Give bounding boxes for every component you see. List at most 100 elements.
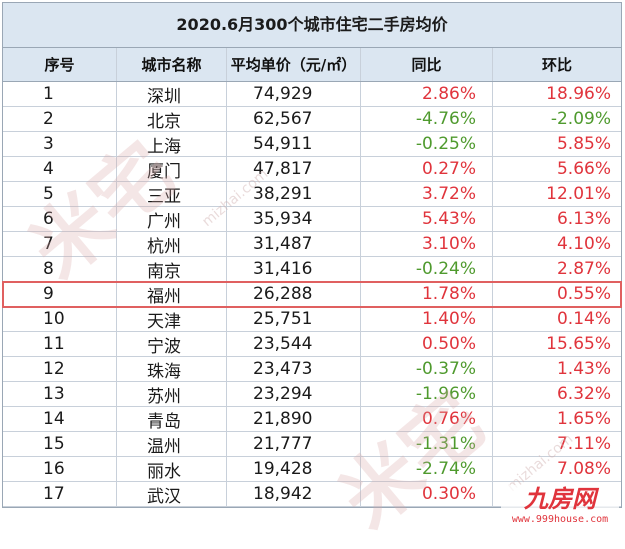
header-yoy: 同比 (361, 48, 493, 81)
row-yoy: 1.78% (361, 282, 493, 306)
table-row: 12 珠海 23,473 -0.37% 1.43% (3, 357, 621, 382)
table-row: 14 青岛 21,890 0.76% 1.65% (3, 407, 621, 432)
row-mom: 5.66% (556, 159, 611, 179)
row-city: 苏州 (117, 382, 227, 406)
row-price: 23,473 (227, 357, 361, 381)
row-mom: 0.55% (556, 284, 611, 304)
row-index: 16 (3, 457, 117, 481)
row-price: 23,294 (227, 382, 361, 406)
table-header-row: 序号 城市名称 平均单价（元/㎡） 同比 环比 (3, 48, 621, 82)
row-price: 31,416 (227, 257, 361, 281)
header-city: 城市名称 (117, 48, 227, 81)
row-city: 南京 (117, 257, 227, 281)
row-city: 宁波 (117, 332, 227, 356)
row-yoy: -0.37% (361, 357, 493, 381)
row-mom: 4.10% (556, 234, 611, 254)
row-city: 天津 (117, 307, 227, 331)
logo-text: 九房网 (524, 485, 596, 513)
row-yoy: -2.74% (361, 457, 493, 481)
header-price: 平均单价（元/㎡） (227, 48, 361, 81)
table-row: 17 武汉 18,942 0.30% (3, 482, 621, 507)
table-row: 2 北京 62,567 -4.76% -2.09% (3, 107, 621, 132)
price-table: 2020.6月300个城市住宅二手房均价 序号 城市名称 平均单价（元/㎡） 同… (2, 2, 622, 508)
row-price: 21,777 (227, 432, 361, 456)
row-city: 温州 (117, 432, 227, 456)
row-city: 北京 (117, 107, 227, 131)
row-city: 杭州 (117, 232, 227, 256)
row-price: 54,911 (227, 132, 361, 156)
row-index: 17 (3, 482, 117, 506)
row-mom: 5.85% (556, 134, 611, 154)
table-row: 10 天津 25,751 1.40% 0.14% (3, 307, 621, 332)
row-index: 12 (3, 357, 117, 381)
row-mom: 15.65% (546, 334, 611, 354)
row-index: 13 (3, 382, 117, 406)
row-price: 47,817 (227, 157, 361, 181)
row-city: 深圳 (117, 82, 227, 106)
row-price: 38,291 (227, 182, 361, 206)
table-row: 1 深圳 74,929 2.86% 18.96% (3, 82, 621, 107)
row-index: 8 (3, 257, 117, 281)
row-mom: 0.14% (556, 309, 611, 329)
table-body: 1 深圳 74,929 2.86% 18.96% 2 北京 62,567 -4.76% -2.09… (2, 82, 622, 507)
row-price: 26,288 (227, 282, 361, 306)
row-mom: 12.01% (546, 184, 611, 204)
row-index: 4 (3, 157, 117, 181)
row-city: 上海 (117, 132, 227, 156)
row-yoy: 5.43% (361, 207, 493, 231)
table-row: 6 广州 35,934 5.43% 6.13% (3, 207, 621, 232)
row-mom: 7.11% (556, 434, 611, 454)
row-city: 青岛 (117, 407, 227, 431)
row-yoy: 1.40% (361, 307, 493, 331)
table-row: 5 三亚 38,291 3.72% 12.01% (3, 182, 621, 207)
row-index: 6 (3, 207, 117, 231)
row-price: 31,487 (227, 232, 361, 256)
row-mom: 18.96% (546, 84, 611, 104)
row-city: 武汉 (117, 482, 227, 506)
row-index: 5 (3, 182, 117, 206)
row-mom: 6.13% (556, 209, 611, 229)
row-city: 福州 (117, 282, 227, 306)
row-price: 25,751 (227, 307, 361, 331)
row-price: 62,567 (227, 107, 361, 131)
table-row: 4 厦门 47,817 0.27% 5.66% (3, 157, 621, 182)
row-price: 21,890 (227, 407, 361, 431)
row-price: 74,929 (227, 82, 361, 106)
row-index: 11 (3, 332, 117, 356)
row-mom: 2.87% (556, 259, 611, 279)
row-yoy: -1.31% (361, 432, 493, 456)
row-index: 10 (3, 307, 117, 331)
row-yoy: 0.30% (361, 482, 493, 506)
row-mom: 7.08% (556, 459, 611, 479)
header-mom: 环比 (541, 56, 572, 74)
row-index: 1 (3, 82, 117, 106)
row-yoy: -1.96% (361, 382, 493, 406)
row-city: 厦门 (117, 157, 227, 181)
row-index: 2 (3, 107, 117, 131)
row-price: 19,428 (227, 457, 361, 481)
row-city: 珠海 (117, 357, 227, 381)
row-price: 18,942 (227, 482, 361, 506)
table-row: 13 苏州 23,294 -1.96% 6.32% (3, 382, 621, 407)
row-mom: 6.32% (556, 384, 611, 404)
table-title: 2020.6月300个城市住宅二手房均价 (3, 3, 621, 48)
row-index: 9 (3, 282, 117, 306)
site-logo: 九房网 www.999house.com (501, 485, 619, 531)
row-yoy: -4.76% (361, 107, 493, 131)
row-yoy: 3.10% (361, 232, 493, 256)
row-yoy: 3.72% (361, 182, 493, 206)
table-row: 8 南京 31,416 -0.24% 2.87% (3, 257, 621, 282)
row-yoy: -0.25% (361, 132, 493, 156)
row-index: 15 (3, 432, 117, 456)
table-row: 3 上海 54,911 -0.25% 5.85% (3, 132, 621, 157)
header-index: 序号 (3, 48, 117, 81)
row-price: 35,934 (227, 207, 361, 231)
logo-url: www.999house.com (511, 514, 609, 525)
row-index: 14 (3, 407, 117, 431)
row-yoy: 2.86% (361, 82, 493, 106)
table-row: 9 福州 26,288 1.78% 0.55% (2, 281, 622, 308)
row-price: 23,544 (227, 332, 361, 356)
row-city: 广州 (117, 207, 227, 231)
row-mom: 1.65% (556, 409, 611, 429)
row-yoy: 0.76% (361, 407, 493, 431)
